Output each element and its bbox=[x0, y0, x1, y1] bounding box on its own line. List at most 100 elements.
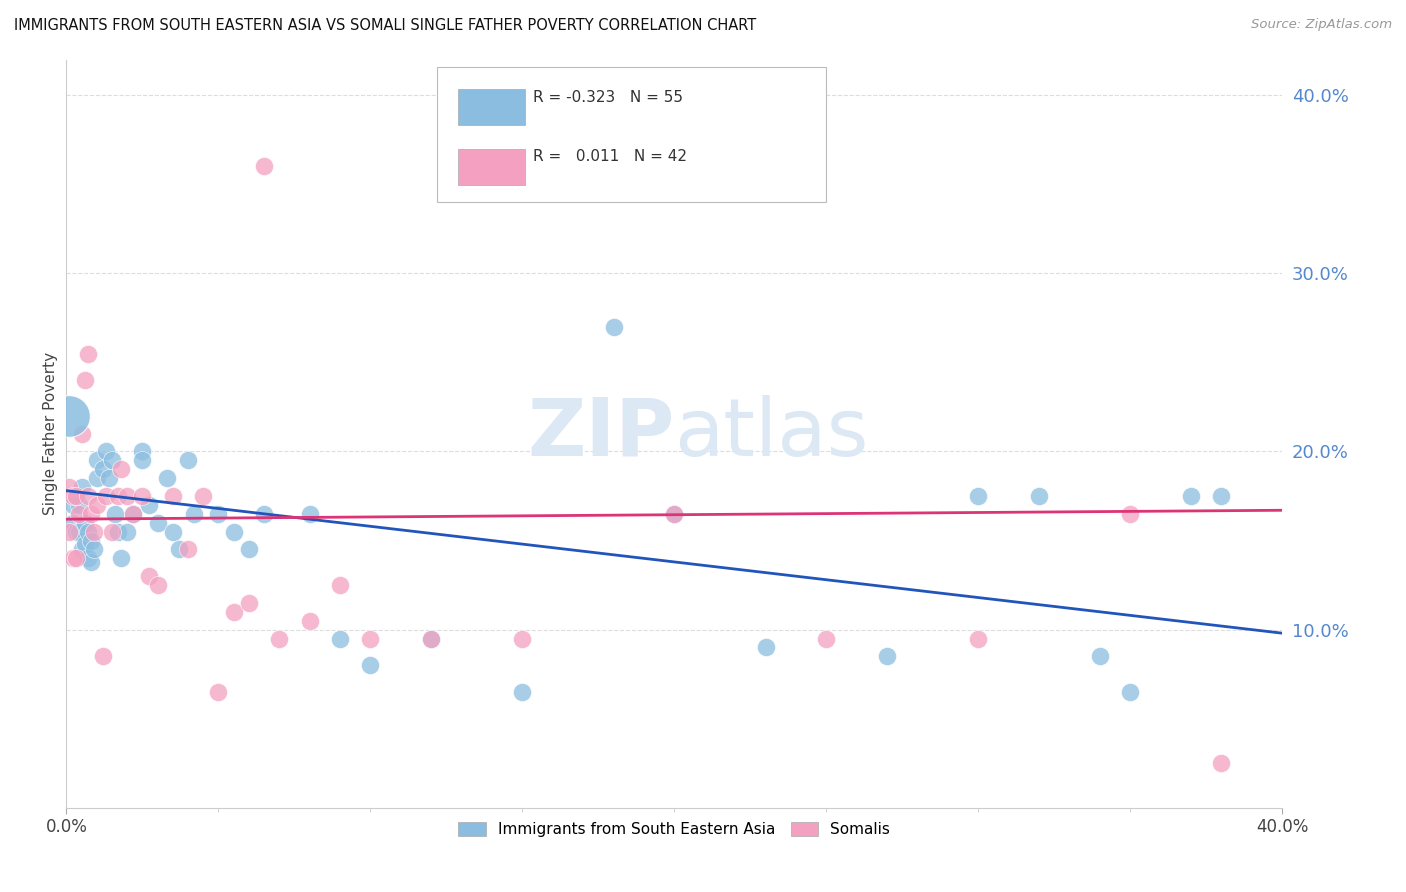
Point bbox=[107, 489, 129, 503]
Point bbox=[70, 426, 93, 441]
Point bbox=[62, 516, 84, 530]
Point bbox=[967, 632, 990, 646]
Point bbox=[162, 524, 184, 539]
Point bbox=[1088, 649, 1111, 664]
Point bbox=[131, 444, 153, 458]
Point bbox=[138, 569, 160, 583]
Point bbox=[138, 498, 160, 512]
Point bbox=[58, 524, 80, 539]
Point bbox=[62, 498, 84, 512]
Point bbox=[602, 319, 624, 334]
Point bbox=[65, 489, 87, 503]
Point bbox=[1180, 489, 1202, 503]
Point bbox=[62, 551, 84, 566]
Legend: Immigrants from South Eastern Asia, Somalis: Immigrants from South Eastern Asia, Soma… bbox=[451, 814, 898, 845]
Point bbox=[359, 632, 381, 646]
Point bbox=[876, 649, 898, 664]
Point bbox=[73, 537, 96, 551]
Point bbox=[167, 542, 190, 557]
Point bbox=[222, 524, 245, 539]
Point bbox=[67, 524, 90, 539]
Point bbox=[1119, 685, 1142, 699]
Point bbox=[1028, 489, 1050, 503]
Point bbox=[329, 578, 352, 592]
Point bbox=[104, 507, 127, 521]
Point bbox=[76, 551, 98, 566]
Point bbox=[80, 555, 103, 569]
Point bbox=[664, 507, 686, 521]
Point bbox=[73, 373, 96, 387]
Point bbox=[94, 489, 117, 503]
Point bbox=[512, 632, 534, 646]
Point bbox=[58, 480, 80, 494]
Point bbox=[156, 471, 179, 485]
Point bbox=[122, 507, 145, 521]
Point bbox=[86, 453, 108, 467]
Point bbox=[207, 507, 229, 521]
Point bbox=[359, 658, 381, 673]
Point bbox=[101, 524, 124, 539]
Point bbox=[67, 507, 90, 521]
Point bbox=[65, 551, 87, 566]
Point bbox=[115, 489, 138, 503]
Point bbox=[146, 578, 169, 592]
Point bbox=[76, 524, 98, 539]
Point bbox=[253, 507, 276, 521]
Point bbox=[131, 489, 153, 503]
Point bbox=[238, 596, 260, 610]
Point bbox=[122, 507, 145, 521]
Point bbox=[73, 516, 96, 530]
Point bbox=[115, 524, 138, 539]
Point bbox=[91, 649, 114, 664]
Point bbox=[76, 489, 98, 503]
Text: atlas: atlas bbox=[675, 394, 869, 473]
FancyBboxPatch shape bbox=[458, 89, 524, 125]
Point bbox=[420, 632, 443, 646]
Point bbox=[664, 507, 686, 521]
Point bbox=[298, 507, 321, 521]
Point bbox=[62, 489, 84, 503]
Point bbox=[420, 632, 443, 646]
Point bbox=[67, 498, 90, 512]
Point bbox=[58, 409, 80, 423]
Point bbox=[967, 489, 990, 503]
Point bbox=[80, 533, 103, 548]
Text: R =   0.011   N = 42: R = 0.011 N = 42 bbox=[533, 149, 688, 164]
Point bbox=[65, 489, 87, 503]
Point bbox=[207, 685, 229, 699]
Point bbox=[107, 524, 129, 539]
Point bbox=[222, 605, 245, 619]
Point bbox=[183, 507, 205, 521]
Point bbox=[754, 640, 776, 655]
Text: IMMIGRANTS FROM SOUTH EASTERN ASIA VS SOMALI SINGLE FATHER POVERTY CORRELATION C: IMMIGRANTS FROM SOUTH EASTERN ASIA VS SO… bbox=[14, 18, 756, 33]
Point bbox=[70, 542, 93, 557]
Point bbox=[329, 632, 352, 646]
Point bbox=[146, 516, 169, 530]
Text: Source: ZipAtlas.com: Source: ZipAtlas.com bbox=[1251, 18, 1392, 31]
Y-axis label: Single Father Poverty: Single Father Poverty bbox=[44, 352, 58, 516]
FancyBboxPatch shape bbox=[458, 149, 524, 185]
FancyBboxPatch shape bbox=[437, 67, 827, 202]
Point bbox=[177, 453, 200, 467]
Text: ZIP: ZIP bbox=[527, 394, 675, 473]
Point bbox=[86, 471, 108, 485]
Point bbox=[238, 542, 260, 557]
Point bbox=[298, 614, 321, 628]
Point bbox=[131, 453, 153, 467]
Point bbox=[1211, 489, 1233, 503]
Point bbox=[101, 453, 124, 467]
Text: R = -0.323   N = 55: R = -0.323 N = 55 bbox=[533, 89, 683, 104]
Point bbox=[253, 160, 276, 174]
Point bbox=[83, 524, 105, 539]
Point bbox=[110, 551, 132, 566]
Point bbox=[91, 462, 114, 476]
Point bbox=[65, 524, 87, 539]
Point bbox=[110, 462, 132, 476]
Point bbox=[815, 632, 838, 646]
Point bbox=[162, 489, 184, 503]
Point bbox=[177, 542, 200, 557]
Point bbox=[86, 498, 108, 512]
Point bbox=[80, 507, 103, 521]
Point bbox=[193, 489, 215, 503]
Point bbox=[70, 480, 93, 494]
